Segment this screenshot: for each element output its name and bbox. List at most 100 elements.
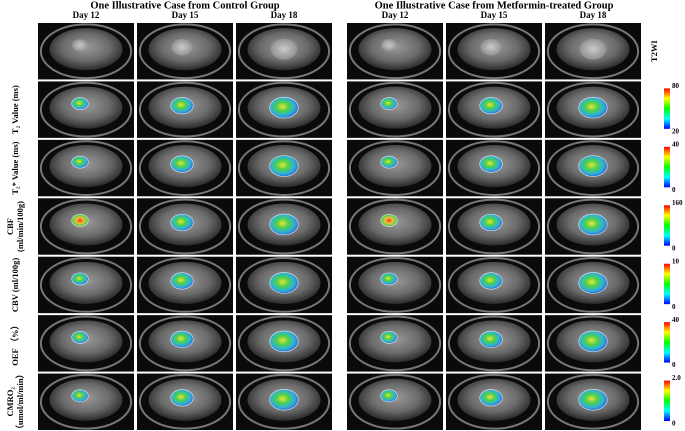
row-label: T₂ Value (ms) (10, 85, 20, 134)
row-label: CBV (ml/100g) (10, 258, 20, 313)
skull (447, 140, 541, 196)
lesion-map (578, 272, 608, 294)
day-label: Day 12 (382, 10, 409, 20)
skull (39, 373, 133, 430)
lesion-map (170, 272, 194, 290)
skull (237, 140, 331, 196)
skull (348, 81, 442, 138)
colorbar (664, 322, 670, 363)
lesion (72, 39, 88, 52)
row-label: CMRO₂ (5, 387, 15, 417)
skull (546, 198, 640, 255)
colorbar-min: 0 (672, 361, 676, 369)
skull (546, 315, 640, 372)
lesion-map (380, 272, 398, 286)
lesion-map (479, 330, 503, 348)
colorbar-max: 160 (672, 199, 683, 207)
lesion-map (578, 155, 608, 177)
skull (447, 257, 541, 313)
skull (138, 257, 232, 313)
skull (348, 198, 442, 255)
skull (447, 198, 541, 255)
lesion-map (269, 155, 299, 177)
skull (237, 198, 331, 255)
lesion-map (269, 213, 299, 236)
colorbar-min: 0 (672, 186, 676, 194)
skull (447, 81, 541, 138)
row-label: （umol/ml/min） (15, 370, 25, 431)
row-label: (ml/min/100g) (15, 201, 25, 252)
skull (237, 23, 331, 80)
skull (546, 81, 640, 138)
lesion-map (71, 272, 89, 286)
brain (49, 28, 123, 71)
row-label: CBF (5, 218, 15, 235)
skull (447, 315, 541, 372)
day-label: Day 18 (580, 10, 607, 20)
skull (348, 373, 442, 430)
colorbar-max: 10 (672, 257, 680, 265)
row-label: OEF （%） (10, 321, 20, 366)
colorbar (664, 146, 670, 188)
skull (39, 257, 133, 313)
lesion-map (269, 272, 299, 294)
skull (447, 373, 541, 430)
skull (39, 81, 133, 138)
colorbar-min: 20 (672, 127, 680, 135)
lesion-map (380, 97, 398, 110)
skull (237, 315, 331, 372)
lesion-map (269, 330, 299, 353)
row-label: T₂* Value (ms) (10, 141, 20, 194)
lesion-map (479, 272, 503, 290)
lesion-map (380, 389, 398, 403)
lesion-map (170, 155, 194, 173)
lesion (579, 38, 607, 60)
lesion-map (479, 155, 503, 173)
lesion (270, 38, 298, 60)
colorbar (664, 88, 670, 129)
skull (138, 140, 232, 196)
day-label: Day 18 (271, 10, 298, 20)
colorbar (664, 205, 670, 246)
lesion-map (170, 389, 194, 407)
lesion-map (71, 389, 89, 403)
skull (138, 198, 232, 255)
colorbar-min: 0 (672, 303, 676, 311)
lesion (171, 38, 193, 56)
lesion (480, 38, 502, 56)
skull (138, 373, 232, 430)
lesion-map (479, 389, 503, 407)
colorbar-max: 80 (672, 82, 680, 90)
lesion (381, 39, 397, 52)
lesion-map (380, 155, 398, 169)
lesion-map (578, 330, 608, 353)
lesion-map (479, 213, 503, 232)
skull (546, 257, 640, 313)
lesion-map (170, 330, 194, 348)
skull (138, 81, 232, 138)
day-label: Day 12 (73, 10, 100, 20)
group-title: One Illustrative Case from Metformin-tre… (375, 0, 614, 11)
lesion-map (71, 97, 89, 110)
lesion-map (380, 214, 398, 227)
lesion-map (71, 214, 89, 227)
day-label: Day 15 (172, 10, 199, 20)
colorbar-max: 40 (672, 316, 680, 324)
skull (237, 373, 331, 430)
skull (546, 140, 640, 196)
skull (348, 23, 442, 80)
skull (348, 140, 442, 196)
day-label: Day 15 (481, 10, 508, 20)
skull (138, 23, 232, 80)
skull (39, 315, 133, 372)
lesion-map (71, 155, 89, 169)
lesion-map (71, 331, 89, 344)
skull (39, 23, 133, 80)
colorbar-min: 0 (672, 244, 676, 252)
skull (237, 81, 331, 138)
colorbar (664, 380, 670, 421)
colorbar-max: 40 (672, 140, 680, 148)
lesion-map (479, 97, 503, 115)
skull (39, 198, 133, 255)
